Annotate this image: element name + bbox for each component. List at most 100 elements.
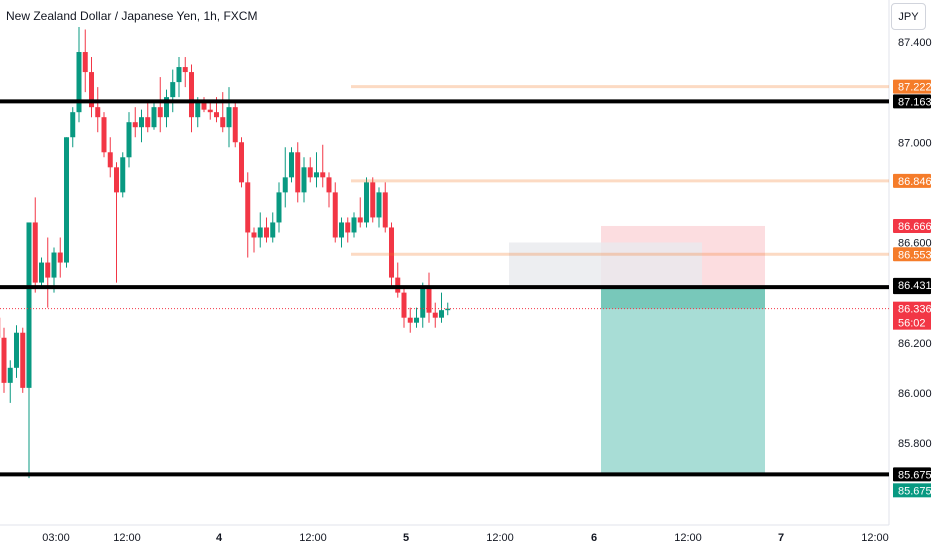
candle-body (214, 112, 219, 118)
chart-grid (0, 0, 890, 526)
candle-body (370, 182, 376, 218)
open-pnl-zone (601, 287, 765, 309)
candle-body (51, 252, 57, 278)
candle-body (332, 192, 338, 238)
time-tick-label: 12:00 (299, 532, 327, 544)
candle-body (301, 167, 307, 193)
chart-title: New Zealand Dollar / Japanese Yen, 1h, F… (6, 9, 258, 23)
price-tick-label: 87.400 (898, 37, 932, 49)
time-tick-label: 12:00 (674, 532, 702, 544)
candle-body (32, 222, 38, 283)
candle-body (170, 82, 176, 98)
countdown-label: 56:02 (898, 318, 926, 330)
key-level-label-bg (893, 467, 931, 482)
time-tick-label: 03:00 (42, 532, 70, 544)
candle-body (157, 107, 163, 118)
crosshair-price-label: 86.431 (898, 280, 932, 292)
orange-level-label: 87.222 (898, 82, 932, 94)
orange-level-label-bg (893, 247, 931, 262)
candle-body (426, 287, 432, 313)
candle-body (145, 117, 151, 128)
candle-body (232, 107, 238, 143)
candle-body (276, 192, 282, 223)
candle-body (45, 262, 51, 278)
orange-level-label-bg (893, 79, 931, 94)
candle-body (164, 97, 169, 118)
candle-body (64, 137, 69, 263)
candle-body (57, 252, 63, 263)
candle-body (207, 109, 213, 113)
candle-body (295, 152, 301, 193)
key-level-label: 85.675 (898, 469, 932, 481)
candle-body (70, 112, 76, 138)
candle-body (226, 107, 232, 128)
time-tick-label: 6 (591, 532, 597, 544)
time-axis[interactable]: 03:00 12:00 4 12:00 5 12:00 6 12:00 7 12:00 (42, 532, 889, 544)
price-tick-label: 86.600 (898, 238, 932, 250)
candle-body (326, 177, 332, 193)
price-tick-label: 85.800 (898, 438, 932, 450)
stop-loss-label: 86.666 (898, 221, 932, 233)
candle-body (201, 102, 207, 110)
candle-body (445, 308, 451, 311)
candle-body (95, 107, 101, 118)
candle-body (220, 117, 226, 128)
candle-body (1, 337, 7, 383)
candle-body (264, 227, 269, 238)
candle-body (245, 182, 251, 233)
candle-body (195, 102, 201, 118)
orange-level-label: 86.846 (898, 176, 932, 188)
candle-body (439, 310, 444, 318)
candle-body (26, 222, 32, 388)
price-tick-label: 86.200 (898, 338, 932, 350)
candle-body (382, 192, 388, 228)
horizontal-levels (0, 85, 889, 477)
crosshair-price-label-bg (893, 277, 931, 292)
candle-body (101, 117, 107, 153)
position-zones (509, 225, 765, 475)
take-profit-label-bg (893, 483, 931, 498)
time-tick-label: 12:00 (486, 532, 514, 544)
candle-body (39, 262, 44, 283)
candle-body (176, 67, 182, 83)
candle-body (89, 72, 94, 108)
candle-body (307, 167, 313, 178)
candle-body (282, 177, 288, 193)
current-price-label-bg (893, 301, 931, 330)
candle-body (376, 192, 382, 218)
candle-body (126, 122, 132, 158)
key-level-label: 87.163 (898, 96, 932, 108)
candle-body (239, 142, 244, 183)
candle-body (414, 317, 419, 323)
candle-body (314, 172, 319, 178)
candle-body (339, 222, 344, 238)
key-level-label-bg (893, 94, 931, 109)
stop-loss-label-bg (893, 218, 931, 233)
candle-body (357, 217, 363, 223)
candle-body (389, 227, 394, 278)
price-tick-label: 87.000 (898, 137, 932, 149)
price-tick-label: 86.000 (898, 388, 932, 400)
price-axis[interactable]: 87.400 87.000 86.600 86.200 86.000 85.800 87.1… (893, 37, 932, 498)
candle-body (20, 332, 26, 388)
candles (0, 26, 451, 479)
candle-body (189, 72, 194, 118)
candle-body (139, 117, 144, 128)
candle-body (257, 227, 263, 238)
currency-button[interactable]: JPY (891, 3, 926, 30)
candle-body (132, 122, 138, 128)
candle-body (76, 52, 82, 113)
candle-body (114, 167, 119, 193)
time-tick-label: 7 (778, 532, 784, 544)
candle-body (182, 67, 188, 73)
candle-body (345, 222, 351, 233)
take-profit-label: 85.675 (898, 485, 932, 497)
candle-body (270, 222, 276, 238)
candle-body (432, 312, 438, 318)
current-price-label: 86.336 (898, 304, 932, 316)
candle-body (14, 332, 19, 368)
time-tick-label: 12:00 (113, 532, 141, 544)
take-profit-zone (601, 287, 765, 475)
time-tick-label: 4 (216, 532, 223, 544)
